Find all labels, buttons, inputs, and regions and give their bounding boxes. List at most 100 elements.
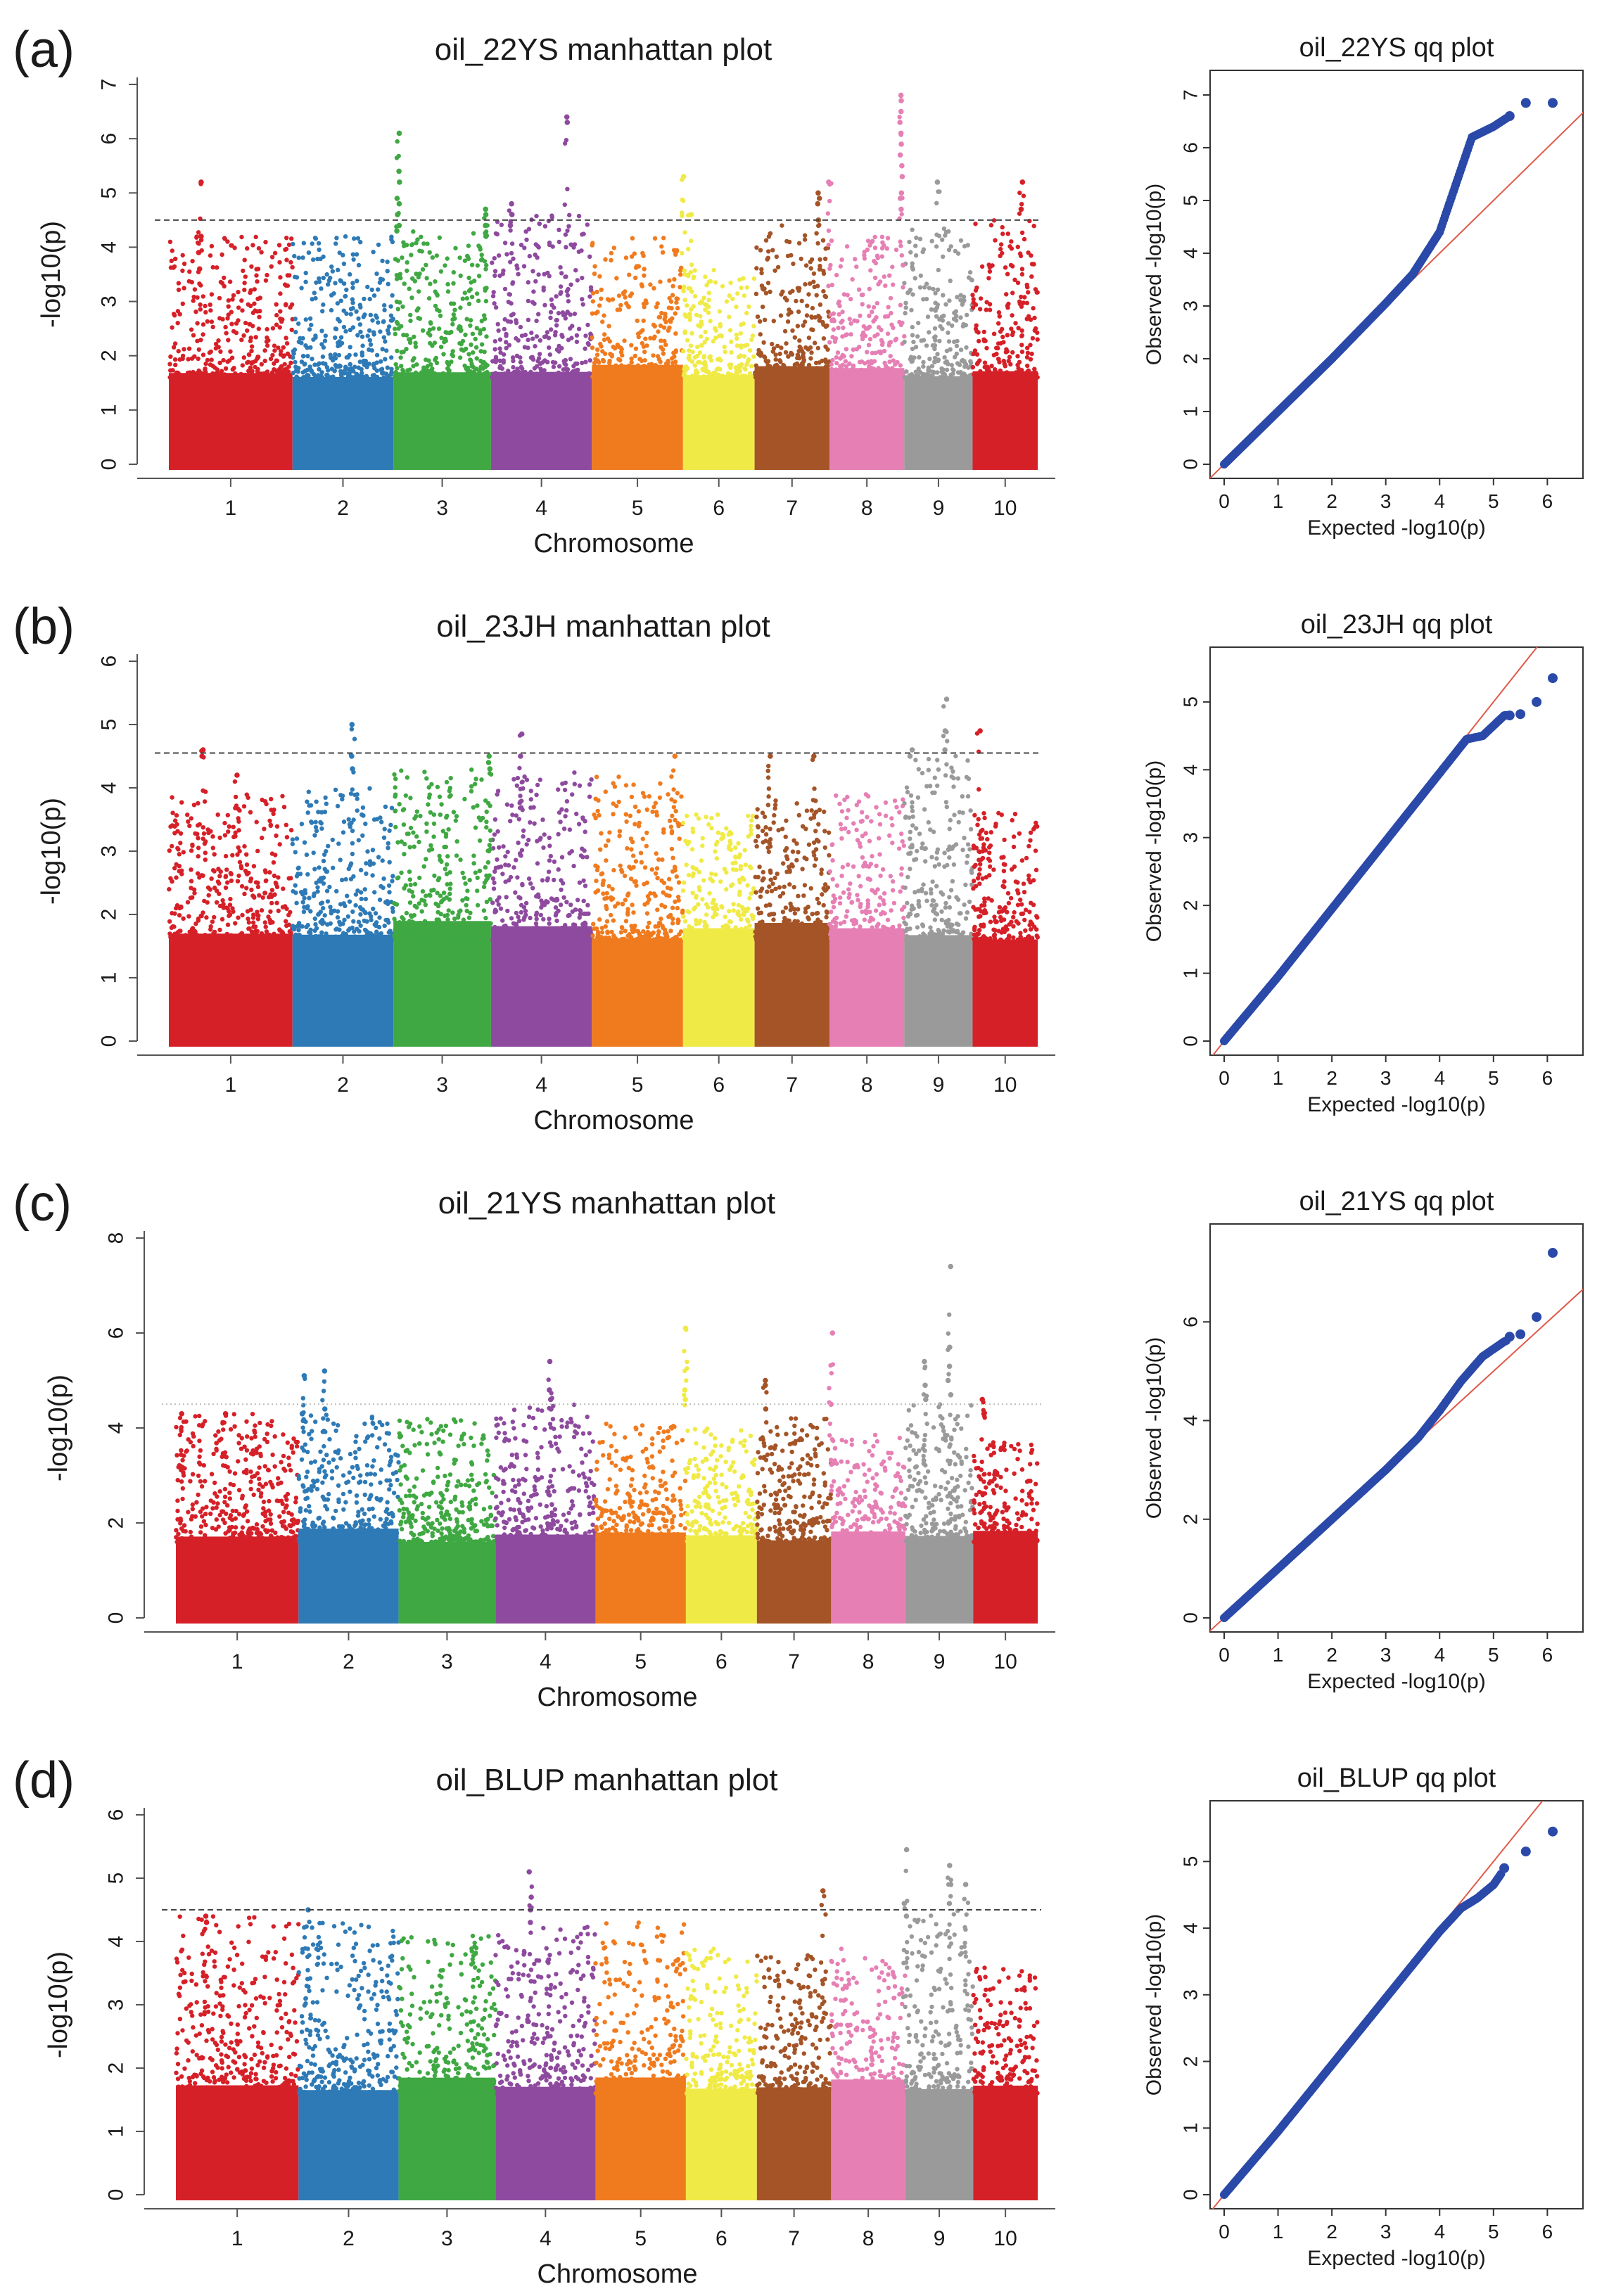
snp-point <box>689 262 694 267</box>
snp-point <box>424 829 429 834</box>
snp-point <box>1003 265 1008 270</box>
snp-point <box>670 283 675 288</box>
snp-point <box>581 898 586 904</box>
snp-point <box>358 240 363 245</box>
snp-point <box>860 336 865 342</box>
snp-point <box>619 368 624 373</box>
snp-point <box>720 905 725 910</box>
snp-point <box>378 276 383 281</box>
snp-point <box>727 838 732 843</box>
snp-point <box>380 258 385 263</box>
snp-point <box>318 876 324 881</box>
snp-point <box>946 248 952 253</box>
snp-point <box>585 903 590 908</box>
snp-point <box>408 796 413 801</box>
snp-point <box>328 275 333 281</box>
snp-point <box>528 369 533 374</box>
snp-point <box>709 871 714 876</box>
snp-point <box>237 860 243 865</box>
snp-point <box>702 919 707 925</box>
snp-point <box>482 350 487 355</box>
y-tick-label: 3 <box>98 295 121 307</box>
snp-point <box>631 910 636 915</box>
peak-snp-point <box>509 200 514 207</box>
snp-point <box>777 365 782 370</box>
snp-point <box>612 346 618 351</box>
snp-point <box>392 772 397 777</box>
snp-point <box>395 876 400 881</box>
snp-point <box>533 921 539 926</box>
snp-point <box>474 291 480 296</box>
snp-point <box>630 236 635 241</box>
snp-point <box>291 351 296 356</box>
snp-point <box>656 375 661 380</box>
snp-point <box>758 936 763 941</box>
snp-point <box>838 373 843 378</box>
snp-point <box>805 303 810 308</box>
snp-point <box>432 873 437 879</box>
snp-point <box>355 808 360 813</box>
snp-point <box>284 822 288 828</box>
snp-point <box>872 245 878 250</box>
snp-point <box>610 297 616 302</box>
snp-point <box>1034 371 1039 376</box>
snp-point <box>534 318 539 324</box>
snp-point <box>579 248 584 253</box>
snp-point <box>654 851 659 856</box>
snp-point <box>1034 290 1039 295</box>
peak-snp-point <box>897 120 903 125</box>
snp-point <box>309 322 314 328</box>
snp-point <box>411 364 416 369</box>
snp-point <box>841 292 847 297</box>
snp-point <box>1025 285 1030 290</box>
snp-dense-band <box>682 375 755 470</box>
snp-point <box>172 824 177 829</box>
snp-point <box>625 907 630 912</box>
snp-point <box>891 282 896 287</box>
snp-point <box>775 343 780 348</box>
snp-point <box>302 840 307 845</box>
snp-point <box>484 819 489 824</box>
snp-point <box>594 366 599 372</box>
snp-point <box>370 873 375 878</box>
snp-point <box>549 896 554 901</box>
snp-point <box>419 928 425 933</box>
snp-point <box>988 373 993 378</box>
snp-point <box>441 897 446 902</box>
snp-point <box>426 331 431 336</box>
snp-point <box>249 360 254 365</box>
snp-point <box>734 371 740 377</box>
snp-point <box>191 298 196 303</box>
snp-point <box>379 367 383 372</box>
snp-point <box>897 115 902 120</box>
snp-point <box>675 905 680 911</box>
snp-point <box>231 366 236 371</box>
snp-point <box>502 924 507 929</box>
snp-point <box>984 307 989 312</box>
snp-point <box>628 293 633 298</box>
snp-point <box>772 812 777 818</box>
snp-point <box>939 366 944 371</box>
snp-point <box>948 372 953 378</box>
snp-point <box>988 223 994 228</box>
snp-point <box>770 341 775 347</box>
snp-point <box>336 343 341 349</box>
snp-point <box>635 318 640 324</box>
snp-point <box>602 351 608 356</box>
snp-point <box>682 312 687 317</box>
snp-point <box>610 886 615 892</box>
snp-point <box>972 348 978 353</box>
snp-point <box>530 336 535 341</box>
snp-point <box>815 374 820 378</box>
snp-point <box>252 937 257 942</box>
snp-point <box>388 304 393 309</box>
snp-point <box>599 287 604 293</box>
snp-point <box>429 847 435 852</box>
snp-point <box>810 327 815 333</box>
snp-point <box>539 374 545 379</box>
snp-point <box>742 909 748 914</box>
snp-point <box>333 787 338 793</box>
snp-point <box>1019 230 1025 235</box>
snp-point <box>696 902 701 907</box>
snp-point <box>640 365 644 370</box>
